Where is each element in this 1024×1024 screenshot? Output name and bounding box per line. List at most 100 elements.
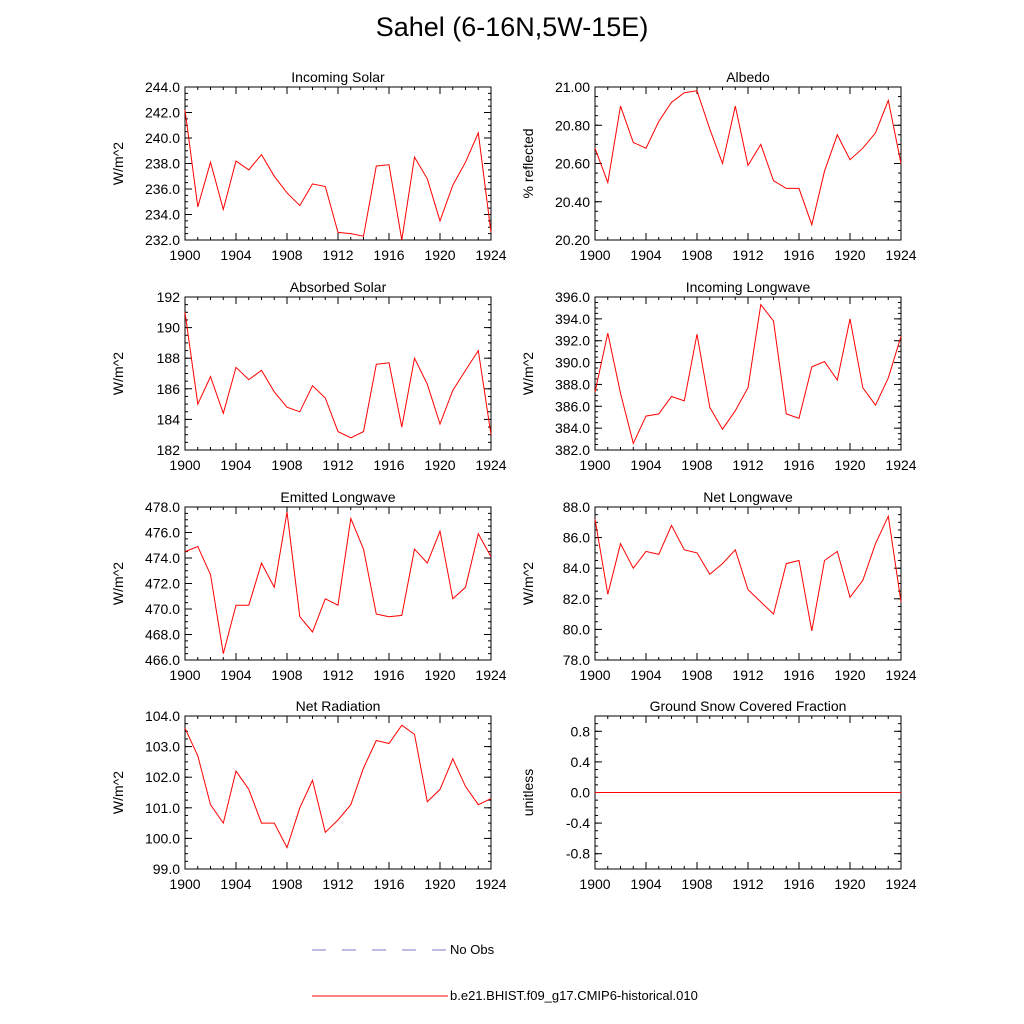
panel-title: Ground Snow Covered Fraction bbox=[650, 698, 847, 714]
x-tick-label: 1920 bbox=[424, 247, 455, 263]
x-tick-label: 1904 bbox=[630, 247, 661, 263]
y-axis-label: W/m^2 bbox=[110, 562, 126, 605]
y-tick-label: 478.0 bbox=[145, 499, 180, 515]
y-tick-label: 20.20 bbox=[555, 232, 590, 248]
panel-title: Emitted Longwave bbox=[280, 489, 395, 505]
panel-2: Absorbed Solar W/m^2 182 184 186 188 190 192 190… bbox=[110, 279, 507, 473]
x-tick-label: 1924 bbox=[885, 247, 916, 263]
y-tick-label: 0.8 bbox=[571, 723, 591, 739]
x-tick-label: 1908 bbox=[681, 876, 712, 892]
y-tick-label: 21.00 bbox=[555, 79, 590, 95]
y-tick-label: 240.0 bbox=[145, 130, 180, 146]
x-tick-label: 1920 bbox=[424, 457, 455, 473]
x-tick-label: 1916 bbox=[783, 457, 814, 473]
y-tick-label: 190 bbox=[157, 320, 181, 336]
x-tick-label: 1904 bbox=[220, 876, 251, 892]
x-tick-label: 1900 bbox=[169, 247, 200, 263]
x-tick-label: 1900 bbox=[169, 457, 200, 473]
y-tick-label: 242.0 bbox=[145, 105, 180, 121]
y-tick-label: 104.0 bbox=[145, 708, 180, 724]
series-line bbox=[594, 303, 902, 445]
series-line bbox=[184, 512, 492, 654]
y-axis-label: unitless bbox=[520, 769, 536, 816]
x-tick-label: 1924 bbox=[475, 247, 506, 263]
y-tick-label: 103.0 bbox=[145, 739, 180, 755]
plot-frame bbox=[184, 506, 492, 661]
x-tick-label: 1904 bbox=[630, 667, 661, 683]
y-tick-label: 238.0 bbox=[145, 156, 180, 172]
x-tick-label: 1904 bbox=[220, 667, 251, 683]
y-axis-label: W/m^2 bbox=[110, 771, 126, 814]
y-tick-label: 84.0 bbox=[563, 560, 590, 576]
x-tick-label: 1904 bbox=[220, 247, 251, 263]
y-tick-label: 188 bbox=[157, 350, 181, 366]
x-tick-label: 1908 bbox=[271, 876, 302, 892]
y-tick-label: 101.0 bbox=[145, 800, 180, 816]
plot-frame bbox=[184, 86, 492, 241]
y-tick-label: 244.0 bbox=[145, 79, 180, 95]
y-tick-label: 384.0 bbox=[555, 420, 590, 436]
y-tick-label: -0.4 bbox=[566, 815, 590, 831]
x-tick-label: 1912 bbox=[732, 457, 763, 473]
panel-title: Net Longwave bbox=[703, 489, 793, 505]
x-tick-label: 1900 bbox=[579, 876, 610, 892]
y-tick-label: 466.0 bbox=[145, 652, 180, 668]
series-line bbox=[184, 312, 492, 439]
x-tick-label: 1920 bbox=[834, 457, 865, 473]
x-tick-label: 1908 bbox=[271, 457, 302, 473]
x-tick-label: 1916 bbox=[373, 457, 404, 473]
y-tick-label: 0.4 bbox=[571, 754, 591, 770]
x-tick-label: 1904 bbox=[220, 457, 251, 473]
x-tick-label: 1916 bbox=[783, 876, 814, 892]
x-tick-label: 1924 bbox=[475, 876, 506, 892]
y-tick-label: 80.0 bbox=[563, 621, 590, 637]
y-tick-label: 100.0 bbox=[145, 830, 180, 846]
panel-3: Incoming Longwave W/m^2 382.0 384.0 386.0 388… bbox=[520, 279, 917, 473]
y-tick-label: 396.0 bbox=[555, 289, 590, 305]
x-tick-label: 1916 bbox=[783, 247, 814, 263]
y-tick-label: 20.80 bbox=[555, 117, 590, 133]
x-tick-label: 1924 bbox=[885, 457, 916, 473]
y-tick-label: -0.8 bbox=[566, 846, 590, 862]
panel-5: Net Longwave W/m^2 78.0 80.0 82.0 84.0 86.0 88.… bbox=[520, 489, 917, 683]
x-tick-label: 1920 bbox=[834, 667, 865, 683]
x-tick-label: 1920 bbox=[424, 667, 455, 683]
x-tick-label: 1908 bbox=[681, 247, 712, 263]
y-tick-label: 236.0 bbox=[145, 181, 180, 197]
x-tick-label: 1920 bbox=[834, 876, 865, 892]
series-line bbox=[184, 724, 492, 849]
y-tick-label: 390.0 bbox=[555, 355, 590, 371]
y-axis-label: W/m^2 bbox=[520, 562, 536, 605]
panel-title: Absorbed Solar bbox=[290, 279, 387, 295]
y-tick-label: 184 bbox=[157, 411, 181, 427]
x-tick-label: 1916 bbox=[373, 876, 404, 892]
panel-0: Incoming Solar W/m^2 232.0 234.0 236.0 238.0 2… bbox=[110, 69, 507, 263]
figure-title: Sahel (6-16N,5W-15E) bbox=[375, 12, 649, 42]
y-axis-label: % reflected bbox=[520, 128, 536, 198]
y-tick-label: 182 bbox=[157, 442, 181, 458]
panel-7: Ground Snow Covered Fraction unitless -0.8… bbox=[520, 698, 917, 892]
x-tick-label: 1916 bbox=[783, 667, 814, 683]
y-tick-label: 386.0 bbox=[555, 398, 590, 414]
series-line bbox=[594, 514, 902, 631]
y-tick-label: 186 bbox=[157, 381, 181, 397]
y-axis-label: W/m^2 bbox=[110, 142, 126, 185]
y-tick-label: 468.0 bbox=[145, 627, 180, 643]
panel-1: Albedo % reflected 20.20 20.40 20.60 20.80 21.… bbox=[520, 69, 917, 263]
x-tick-label: 1924 bbox=[475, 457, 506, 473]
y-tick-label: 0.0 bbox=[571, 785, 591, 801]
panel-title: Albedo bbox=[726, 69, 770, 85]
series-line bbox=[594, 90, 902, 227]
y-tick-label: 392.0 bbox=[555, 333, 590, 349]
x-tick-label: 1924 bbox=[475, 667, 506, 683]
y-tick-label: 234.0 bbox=[145, 207, 180, 223]
plot-frame bbox=[594, 506, 902, 661]
y-tick-label: 394.0 bbox=[555, 311, 590, 327]
panel-title: Net Radiation bbox=[296, 698, 381, 714]
y-tick-label: 88.0 bbox=[563, 499, 590, 515]
x-tick-label: 1916 bbox=[373, 667, 404, 683]
x-tick-label: 1900 bbox=[579, 667, 610, 683]
x-tick-label: 1900 bbox=[169, 667, 200, 683]
x-tick-label: 1920 bbox=[834, 247, 865, 263]
